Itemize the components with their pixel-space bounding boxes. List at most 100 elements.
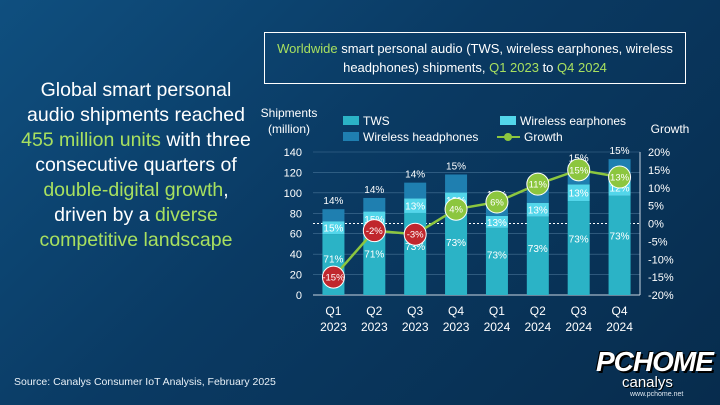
- y-axis-title-left: Shipments: [261, 106, 318, 120]
- y-tick-right: 0%: [648, 219, 664, 231]
- data-label-headphones: 14%: [323, 196, 343, 207]
- x-tick-year: 2023: [402, 320, 429, 334]
- x-tick-quarter: Q4: [612, 304, 628, 318]
- bar-segment-earphones: [567, 184, 590, 202]
- bar-segment-earphones: [485, 215, 508, 228]
- y-tick-left: 0: [296, 290, 302, 302]
- data-label-earphones: 15%: [323, 224, 343, 235]
- bar-segment-tws: [445, 207, 468, 295]
- y-tick-left: 40: [290, 249, 302, 261]
- data-label-tws: 71%: [364, 250, 384, 261]
- y-tick-left: 140: [284, 147, 302, 159]
- x-tick-year: 2023: [443, 320, 470, 334]
- y-tick-right: 10%: [648, 183, 670, 195]
- data-label-tws: 73%: [446, 238, 466, 249]
- y-tick-right: 20%: [648, 147, 670, 159]
- y-tick-right: 5%: [648, 201, 664, 213]
- headline-highlight-3: diverse competitive landscape: [39, 204, 233, 251]
- brand-logo-text: PCHOME: [596, 346, 714, 377]
- growth-label: -3%: [407, 230, 424, 241]
- growth-label: 4%: [449, 205, 463, 216]
- data-label-tws: 73%: [569, 235, 589, 246]
- source-note: Source: Canalys Consumer IoT Analysis, F…: [14, 376, 276, 388]
- brand-sub-text: canalys: [622, 374, 673, 391]
- data-label-tws: 73%: [610, 231, 630, 242]
- data-label-headphones: 14%: [364, 185, 384, 196]
- growth-marker: [567, 158, 591, 182]
- x-tick-quarter: Q4: [448, 304, 464, 318]
- bar-segment-earphones: [526, 202, 549, 217]
- data-label-headphones: 14%: [405, 170, 425, 181]
- data-label-earphones: 13%: [405, 202, 425, 213]
- y-axis-title-right: Growth: [651, 122, 690, 136]
- data-label-tws: 73%: [405, 242, 425, 253]
- y-tick-left: 100: [284, 188, 302, 200]
- x-tick-quarter: Q3: [407, 304, 423, 318]
- y-tick-right: -20%: [648, 290, 674, 302]
- x-tick-year: 2024: [524, 320, 551, 334]
- brand-url-text: www.pchome.net: [630, 391, 684, 398]
- growth-marker: [362, 219, 386, 243]
- y-tick-left: 20: [290, 270, 302, 282]
- data-label-earphones: 13%: [569, 189, 589, 200]
- growth-label: 6%: [490, 198, 504, 209]
- x-tick-quarter: Q2: [530, 304, 546, 318]
- growth-marker: [403, 222, 427, 246]
- growth-marker: [485, 190, 509, 214]
- data-label-earphones: 12%: [610, 184, 630, 195]
- data-label-earphones: 13%: [487, 218, 507, 229]
- data-label-tws: 73%: [487, 251, 507, 262]
- bar-segment-tws: [485, 227, 508, 295]
- legend-label-earphones: Wireless earphones: [520, 114, 626, 128]
- bar-segment-tws: [363, 226, 386, 295]
- growth-label: 13%: [610, 173, 630, 184]
- title-text-2: to: [538, 60, 558, 75]
- growth-label: -15%: [322, 273, 345, 284]
- data-label-tws: 71%: [323, 254, 343, 265]
- y-tick-right: 15%: [648, 165, 670, 177]
- legend-label-tws: TWS: [363, 114, 390, 128]
- data-label-headphones: 15%: [610, 146, 630, 157]
- y-tick-right: -5%: [648, 236, 668, 248]
- headline-text-1: Global smart personal audio shipments re…: [27, 79, 245, 126]
- growth-marker: [526, 172, 550, 196]
- y-tick-left: 120: [284, 167, 302, 179]
- x-tick-quarter: Q2: [366, 304, 382, 318]
- bar-segment-earphones: [322, 221, 345, 235]
- growth-label: 15%: [569, 165, 589, 176]
- legend-swatch-headphones: [343, 132, 359, 141]
- bar-segment-tws: [567, 201, 590, 295]
- x-tick-quarter: Q3: [571, 304, 587, 318]
- x-tick-year: 2024: [484, 320, 511, 334]
- bar-segment-headphones: [445, 174, 468, 193]
- bar-segment-tws: [526, 216, 549, 295]
- title-text-1: smart personal audio (TWS, wireless earp…: [337, 41, 673, 75]
- legend-swatch-tws: [343, 116, 359, 125]
- headline-text-2: with three consecutive quarters of: [35, 129, 251, 176]
- y-tick-right: -15%: [648, 272, 674, 284]
- legend-marker-growth: [504, 133, 512, 141]
- bar-segment-earphones: [404, 198, 427, 213]
- y-axis-title-left-unit: (million): [268, 122, 310, 136]
- x-tick-year: 2024: [565, 320, 592, 334]
- legend-swatch-earphones: [500, 116, 516, 125]
- y-tick-right: -10%: [648, 254, 674, 266]
- headline-highlight-1: 455 million units: [21, 129, 161, 151]
- headline: Global smart personal audio shipments re…: [18, 78, 254, 253]
- x-tick-quarter: Q1: [489, 304, 505, 318]
- headline-highlight-2: double-digital growth: [43, 179, 224, 201]
- growth-label: 11%: [529, 180, 548, 191]
- x-tick-year: 2023: [320, 320, 347, 334]
- growth-marker: [321, 265, 345, 289]
- data-label-tws: 73%: [528, 244, 548, 255]
- title-highlight-start: Q1 2023: [489, 60, 539, 75]
- data-label-earphones: 13%: [528, 206, 548, 217]
- bar-segment-headphones: [404, 182, 427, 199]
- chart-title: Worldwide smart personal audio (TWS, wir…: [264, 32, 686, 84]
- data-label-headphones: 15%: [446, 161, 466, 172]
- headline-text-3: , driven by a: [54, 179, 229, 226]
- legend-label-growth: Growth: [524, 130, 563, 144]
- brand-watermark: PCHOME canalys www.pchome.net: [596, 346, 714, 400]
- growth-marker: [608, 165, 632, 189]
